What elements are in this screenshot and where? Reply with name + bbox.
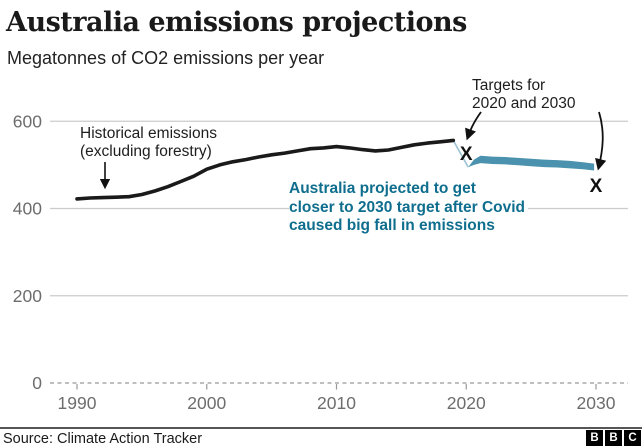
target-2030-arrow [595, 111, 607, 171]
x-tick-label: 1990 [58, 393, 97, 413]
annotation-covid-projection: Australia projected to get closer to 203… [289, 179, 529, 238]
y-tick-label: 200 [13, 286, 42, 306]
target-marker-2020: X [460, 144, 473, 165]
historical-emissions-line [75, 138, 456, 201]
y-tick-label: 0 [32, 373, 42, 393]
y-tick-label: 600 [13, 111, 42, 131]
source-label: Source: Climate Action Tracker [3, 431, 203, 447]
chart-title: Australia emissions projections [6, 7, 467, 38]
projection-band [468, 155, 595, 171]
annotation-historical-emissions: Historical emissions (excluding forestry… [80, 125, 217, 160]
bbc-logo-letter: B [586, 430, 603, 446]
bbc-logo-letter: C [624, 430, 641, 446]
target-2020-arrow [465, 111, 482, 141]
annotation-targets: Targets for 2020 and 2030 [472, 77, 576, 112]
x-tick-label: 2020 [447, 393, 486, 413]
chart-subtitle: Megatonnes of CO2 emissions per year [7, 48, 325, 68]
y-tick-label: 400 [13, 199, 42, 219]
bbc-logo: B B C [586, 430, 641, 446]
x-tick-label: 2000 [187, 393, 226, 413]
x-tick-label: 2010 [317, 393, 356, 413]
x-tick-label: 2030 [577, 393, 616, 413]
bbc-logo-letter: B [605, 430, 622, 446]
footer-divider [0, 427, 642, 429]
target-marker-2030: X [590, 176, 603, 197]
covid-dip-line [452, 140, 469, 168]
